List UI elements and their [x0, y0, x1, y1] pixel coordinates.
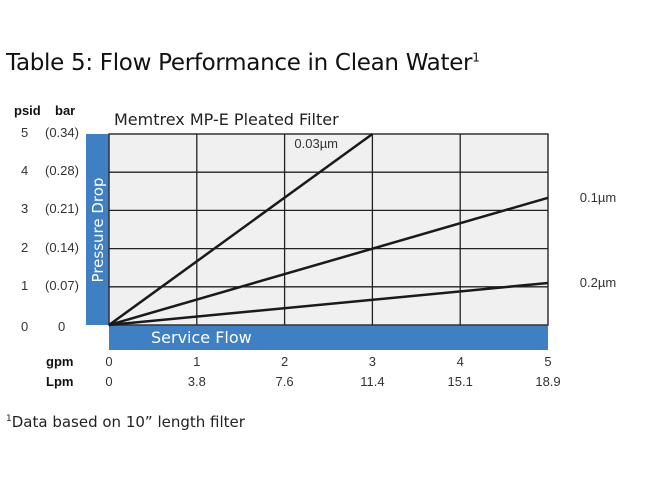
series-label: 0.03µm	[294, 136, 338, 151]
x-tick-gpm: 2	[280, 354, 289, 369]
series-label: 0.2µm	[580, 275, 616, 290]
series-line	[108, 132, 374, 327]
chart-title: Memtrex MP-E Pleated Filter	[114, 110, 339, 129]
y-tick-psid: 2	[21, 239, 29, 255]
y-tick-bar: (0.14)	[45, 239, 79, 255]
plot-background	[108, 133, 549, 326]
x-tick-lpm: 0	[105, 374, 113, 389]
y-tick-bar: (0.07)	[45, 277, 79, 293]
series-line	[108, 196, 549, 327]
y-axis-bar: Pressure Drop	[86, 134, 109, 325]
x-axis-label: Service Flow	[151, 328, 252, 347]
y-unit-bar: bar	[55, 103, 76, 118]
footnote-mark: 1	[472, 50, 480, 65]
y-tick-psid: 5	[21, 125, 29, 140]
page-title: Table 5: Flow Performance in Clean Water…	[6, 50, 480, 76]
x-unit-lpm: Lpm	[46, 374, 74, 389]
y-tick-psid: 1	[21, 277, 29, 293]
x-tick-lpm: 7.6	[275, 374, 294, 389]
x-tick-gpm: 5	[544, 354, 552, 369]
y-tick-bar: (0.28)	[45, 163, 79, 179]
x-tick-lpm: 18.9	[535, 374, 561, 389]
y-tick-bar: (0.21)	[45, 201, 79, 217]
x-tick-gpm: 1	[193, 354, 201, 369]
x-axis-bar: Service Flow	[109, 325, 548, 350]
series-label: 0.1µm	[580, 190, 616, 205]
x-tick-lpm: 11.4	[360, 374, 385, 389]
series-line	[108, 281, 549, 327]
footnote-text: Data based on 10” length filter	[11, 413, 245, 431]
x-tick-lpm: 3.8	[187, 374, 206, 389]
title-text: Table 5: Flow Performance in Clean Water	[6, 50, 473, 76]
x-tick-gpm: 3	[368, 354, 377, 369]
x-tick-gpm: 0	[105, 354, 113, 369]
footnote-mark: 1	[6, 414, 12, 424]
y-unit-psid: psid	[14, 103, 41, 118]
footnote: 1Data based on 10” length filter	[6, 413, 245, 431]
y-tick-psid: 4	[21, 163, 29, 179]
y-tick-psid: 3	[21, 201, 29, 217]
x-tick-gpm: 4	[456, 354, 464, 369]
x-tick-lpm: 15.1	[447, 374, 473, 389]
y-tick-bar: (0.34)	[45, 125, 79, 140]
y-tick-bar: 0	[58, 319, 66, 334]
x-unit-gpm: gpm	[46, 354, 74, 369]
y-tick-psid: 0	[21, 319, 29, 334]
